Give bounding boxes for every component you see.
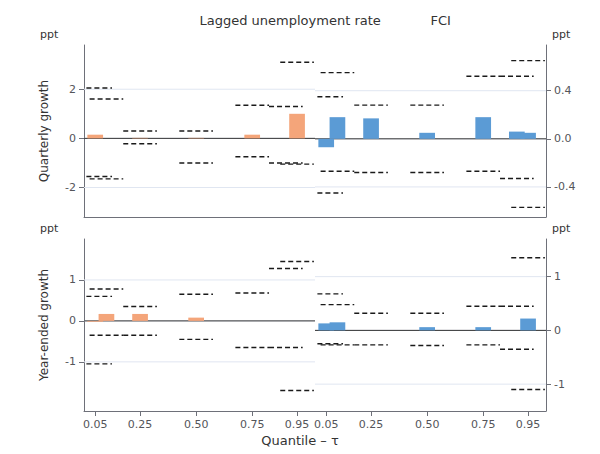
svg-text:ppt: ppt (552, 28, 571, 41)
svg-text:ppt: ppt (40, 222, 59, 235)
svg-text:Lagged unemployment rate: Lagged unemployment rate (199, 13, 380, 28)
svg-text:0.25: 0.25 (128, 418, 153, 431)
svg-text:-2: -2 (65, 181, 76, 194)
svg-text:0.05: 0.05 (83, 418, 108, 431)
svg-text:FCI: FCI (430, 13, 450, 28)
svg-text:0.95: 0.95 (285, 418, 310, 431)
svg-text:0.0: 0.0 (554, 132, 572, 145)
svg-text:0: 0 (69, 314, 76, 327)
svg-text:Year-ended growth: Year-ended growth (37, 269, 51, 382)
svg-text:0.95: 0.95 (516, 418, 541, 431)
svg-text:-0.4: -0.4 (554, 180, 575, 193)
svg-text:0.25: 0.25 (359, 418, 384, 431)
svg-text:0.75: 0.75 (240, 418, 265, 431)
svg-text:ppt: ppt (552, 222, 571, 235)
svg-text:0.50: 0.50 (184, 418, 209, 431)
svg-text:Quarterly growth: Quarterly growth (37, 80, 51, 182)
svg-text:0.05: 0.05 (314, 418, 339, 431)
svg-text:0.75: 0.75 (471, 418, 496, 431)
svg-text:1: 1 (554, 270, 561, 283)
svg-text:Quantile – τ: Quantile – τ (261, 433, 339, 448)
svg-text:0: 0 (554, 324, 561, 337)
svg-text:-1: -1 (65, 355, 76, 368)
svg-text:0.4: 0.4 (554, 84, 572, 97)
svg-text:1: 1 (69, 273, 76, 286)
svg-text:0: 0 (69, 132, 76, 145)
svg-text:0.50: 0.50 (415, 418, 440, 431)
svg-text:-1: -1 (554, 378, 565, 391)
svg-text:2: 2 (69, 83, 76, 96)
svg-text:ppt: ppt (40, 28, 59, 41)
